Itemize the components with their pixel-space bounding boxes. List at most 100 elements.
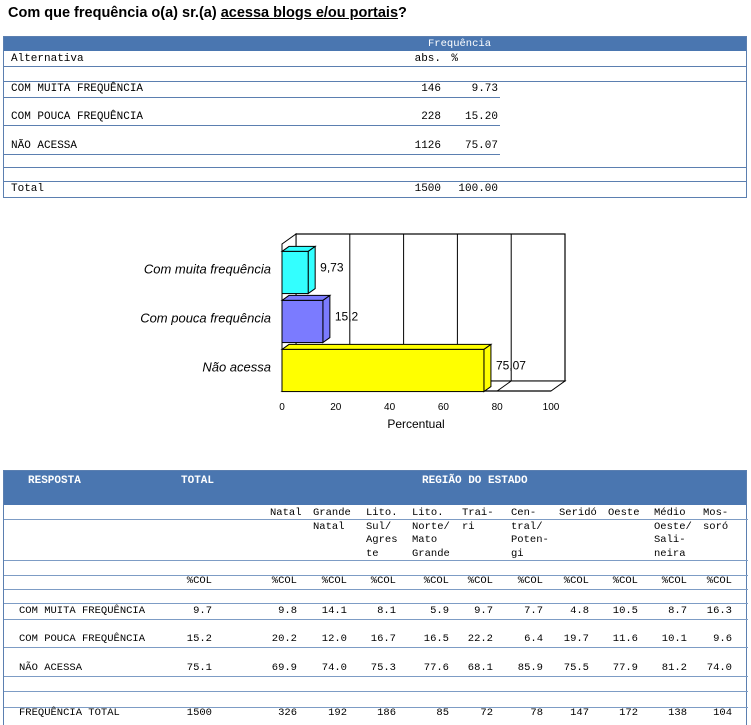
row-value: 20.2 [271, 633, 297, 645]
region-name-line: Oeste [608, 507, 640, 519]
divider [4, 589, 748, 590]
freq-total-value: 326 [278, 707, 297, 719]
divider [4, 519, 748, 520]
region-name-line: Cen- [511, 507, 537, 519]
region-name-line: Grande [313, 507, 351, 519]
col-label: %COL [563, 575, 589, 587]
row-value: 6.4 [524, 633, 543, 645]
frequency-header-bar: Frequência [4, 37, 746, 51]
row-value: 85.9 [517, 662, 543, 674]
region-name-line: Sul/ [366, 520, 392, 533]
freq-total-value: 78 [530, 707, 543, 719]
region-name-line: tral/ [511, 520, 543, 533]
divider [4, 66, 746, 67]
region-name-line: soró [703, 520, 729, 533]
row-value: 69.9 [271, 662, 297, 674]
divider [4, 81, 746, 82]
row-value: 77.9 [612, 662, 638, 674]
row-value: 22.2 [467, 633, 493, 645]
chart-floor [280, 380, 567, 392]
row-value: 5.9 [430, 605, 449, 617]
region-name-line: Médio [654, 507, 686, 519]
total-label: Total [11, 183, 45, 195]
total-pct: 100.00 [458, 183, 498, 195]
divider [4, 560, 748, 561]
bar [281, 250, 309, 295]
gridline-floor [389, 380, 404, 392]
data-label: 15,2 [335, 310, 359, 324]
header-total: TOTAL [181, 475, 215, 487]
table-row: COM MUITA FREQUÊNCIA 146 9.73 [4, 83, 746, 97]
region-name-line: Grande [412, 548, 450, 561]
question-underlined: acessa blogs e/ou portais [220, 5, 399, 21]
frequency-table: Frequência Alternativa abs. % COM MUITA … [3, 36, 747, 198]
region-name-line: Lito. [366, 507, 398, 519]
row-value: 12.0 [321, 633, 347, 645]
row-value: 9.8 [278, 605, 297, 617]
x-tick-label: 80 [492, 402, 504, 413]
row-value: 8.1 [377, 605, 396, 617]
chart-back-wall [295, 233, 566, 382]
row-value: 9.7 [474, 605, 493, 617]
row-abs: 228 [421, 111, 441, 123]
col-label: %COL [706, 575, 732, 587]
col-pct: % [451, 53, 458, 65]
region-name-line: Lito. [412, 507, 444, 519]
chart-bars [280, 245, 493, 393]
row-value: 10.1 [661, 633, 687, 645]
divider [4, 154, 500, 155]
row-total: 9.7 [193, 605, 212, 617]
region-name-line: Norte/ [412, 520, 450, 533]
row-value: 7.7 [524, 605, 543, 617]
row-value: 68.1 [467, 662, 493, 674]
bar [281, 348, 485, 393]
col-label: %COL [271, 575, 297, 587]
x-axis-label: Percentual [387, 417, 444, 431]
region-name-line: ri [462, 520, 475, 533]
row-value: 81.2 [661, 662, 687, 674]
row-value: 16.5 [423, 633, 449, 645]
row-value: 75.3 [370, 662, 396, 674]
question-suffix: ? [398, 5, 407, 21]
region-name-line: Mos- [703, 507, 729, 519]
total-row: Total 1500 100.00 [4, 183, 746, 197]
header-resposta: RESPOSTA [28, 475, 81, 487]
col-alternativa: Alternativa [11, 53, 84, 65]
bar [281, 299, 324, 344]
row-value: 74.0 [706, 662, 732, 674]
region-name-line: Sali- [654, 534, 686, 547]
col-label: %COL [661, 575, 687, 587]
freq-total-label: FREQUÊNCIA TOTAL [19, 707, 120, 719]
x-tick-label: 20 [330, 402, 342, 413]
category-label: Com pouca frequência [140, 311, 271, 326]
col-label: %COL [467, 575, 493, 587]
region-name-line: Natal [270, 507, 302, 519]
header-regiao: REGIÃO DO ESTADO [422, 475, 528, 487]
bar-side [483, 343, 492, 393]
col-label: %COL [186, 575, 212, 587]
divider [4, 125, 500, 126]
data-label: 75,07 [496, 359, 526, 373]
divider [4, 181, 746, 182]
row-value: 10.5 [612, 605, 638, 617]
divider [4, 97, 500, 98]
row-value: 77.6 [423, 662, 449, 674]
row-label: NÃO ACESSA [11, 140, 78, 152]
region-name-line: Poten- [511, 534, 549, 547]
freq-total-total: 1500 [186, 707, 212, 719]
frequency-header: Frequência [428, 38, 492, 50]
total-abs: 1500 [414, 183, 441, 195]
question-prefix: Com que frequência o(a) sr.(a) [8, 5, 221, 21]
bar-top [280, 294, 332, 301]
region-name-line: Oeste/ [654, 520, 692, 533]
row-pct: 75.07 [464, 140, 498, 152]
row-value: 16.7 [370, 633, 396, 645]
region-header-bar: RESPOSTA TOTAL REGIÃO DO ESTADO [4, 471, 746, 505]
region-name-line: Trai- [462, 507, 494, 519]
row-value: 14.1 [321, 605, 347, 617]
row-abs: 1126 [414, 140, 441, 152]
col-abs: abs. [414, 53, 441, 65]
row-pct: 9.73 [471, 83, 498, 95]
freq-total-value: 85 [436, 707, 449, 719]
region-name-line: Seridó [559, 507, 597, 519]
